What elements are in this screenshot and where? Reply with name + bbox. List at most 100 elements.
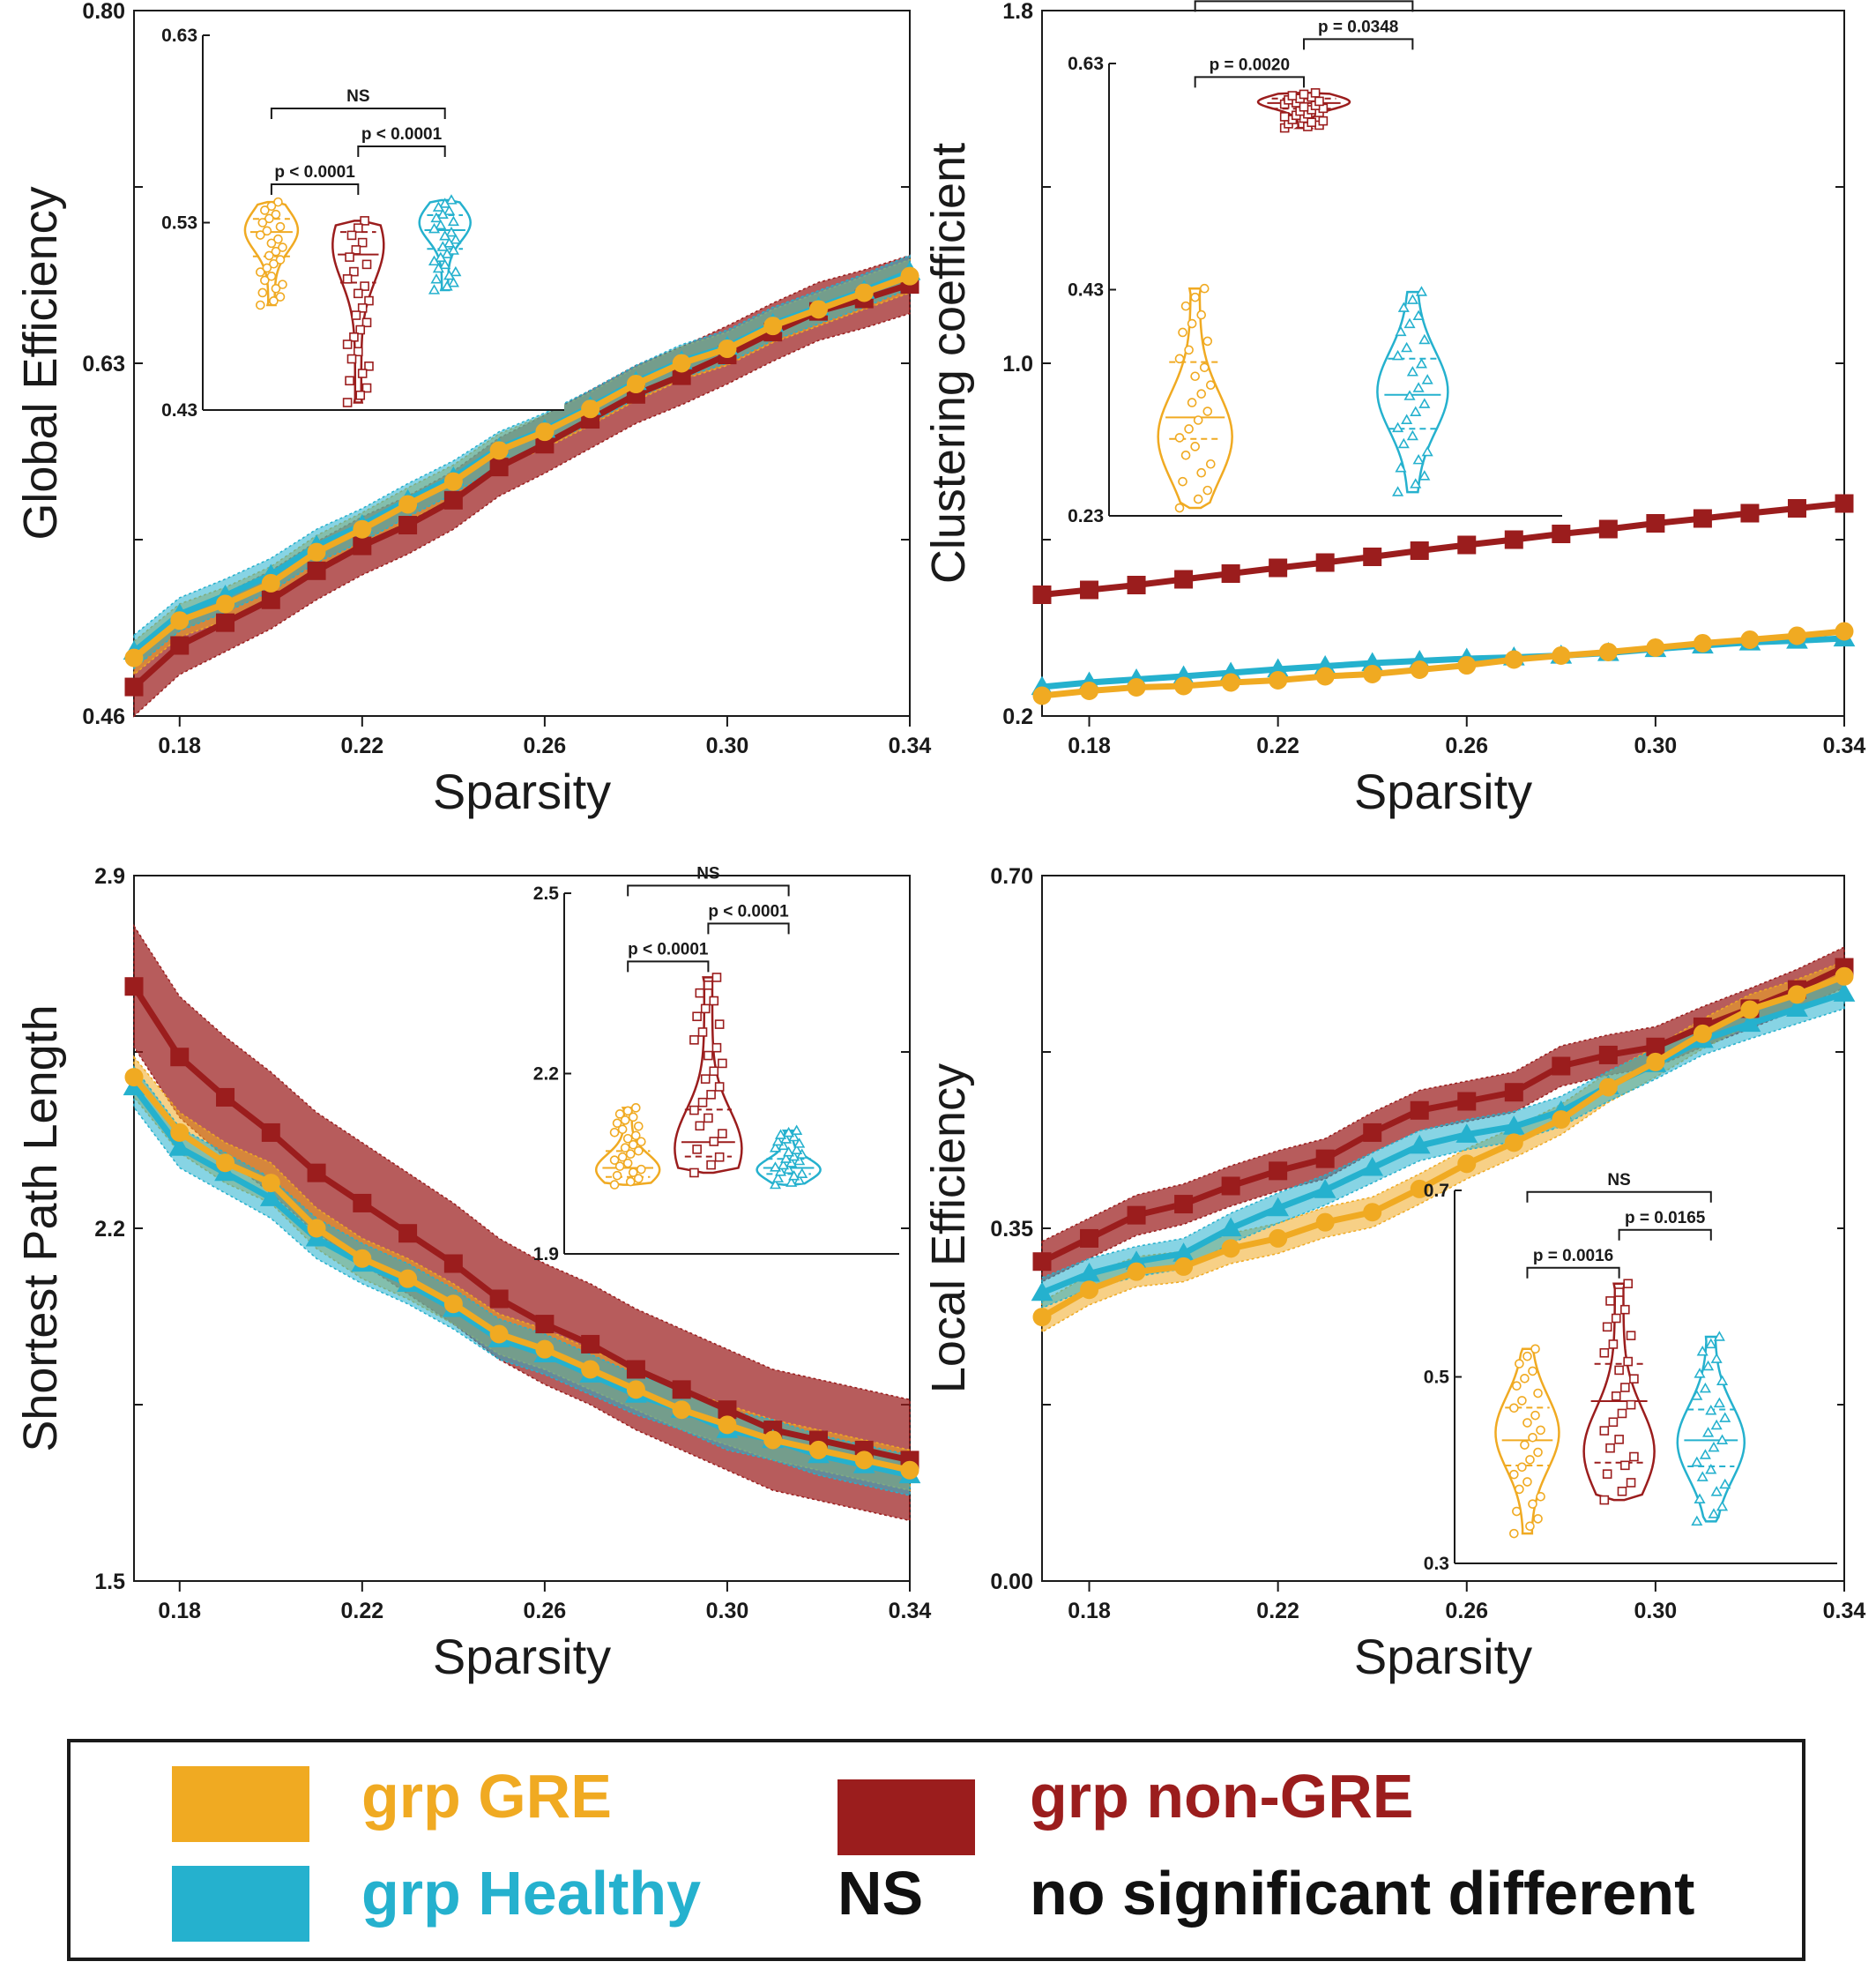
data-point	[307, 1163, 326, 1182]
violin-point	[1623, 1279, 1633, 1289]
data-point	[1361, 1156, 1384, 1176]
violin-point	[361, 383, 372, 393]
violin-point	[692, 1011, 702, 1022]
violin-point	[447, 244, 459, 255]
x-tick-label: 0.22	[340, 734, 383, 758]
data-point	[1504, 650, 1523, 669]
data-point	[718, 339, 737, 359]
data-point	[1032, 1252, 1052, 1272]
data-point	[398, 495, 418, 514]
violin-point	[1314, 96, 1324, 107]
data-point	[581, 1334, 600, 1354]
violin-point	[428, 255, 441, 266]
data-point	[307, 561, 326, 580]
data-point	[1127, 576, 1146, 594]
violin-point	[706, 1090, 716, 1100]
data-point	[1127, 1205, 1146, 1225]
violin-point	[1412, 382, 1425, 392]
violin-point	[262, 226, 272, 236]
violin-point	[443, 205, 456, 215]
violin-point	[700, 1003, 711, 1014]
data-point	[1269, 1228, 1288, 1248]
violin-point	[430, 212, 443, 223]
data-point	[398, 1224, 418, 1243]
bracket-label: p = 0.0020	[1210, 56, 1290, 74]
y-tick-label: 0.2	[1002, 705, 1033, 729]
violin-point	[1509, 1403, 1519, 1413]
bracket-line	[1303, 38, 1414, 50]
violin-point	[1620, 1383, 1630, 1392]
legend-swatch-gre	[172, 1766, 309, 1842]
data-point	[1598, 1078, 1618, 1097]
violin-point	[360, 216, 369, 226]
violin-point	[349, 266, 359, 277]
violin-point	[1512, 1506, 1522, 1517]
violin-point	[1418, 398, 1431, 408]
violin-point	[1528, 1499, 1537, 1509]
inset-y-tick-label: 2.2	[533, 1064, 559, 1085]
violin-point	[1614, 1435, 1624, 1444]
violin-point	[774, 1129, 787, 1139]
violin-point	[1699, 1382, 1711, 1393]
data-point	[124, 648, 144, 668]
inset-y-tick-label: 0.43	[1068, 280, 1104, 301]
violin-point	[1520, 1373, 1530, 1384]
data-point	[259, 1187, 282, 1206]
violin-point	[357, 237, 368, 248]
data-point	[1221, 1239, 1240, 1258]
violin-point	[1310, 88, 1321, 98]
data-point	[261, 573, 280, 593]
data-point	[216, 613, 235, 632]
bracket-line	[707, 922, 790, 935]
bracket-line	[1618, 1228, 1712, 1241]
data-point	[808, 300, 828, 319]
violin-point	[689, 1105, 699, 1115]
violin-point	[1190, 442, 1200, 451]
bracket-line	[357, 145, 446, 157]
data-point	[1080, 1228, 1099, 1248]
data-point	[1786, 997, 1808, 1017]
inset-y-tick-label: 0.23	[1068, 506, 1104, 526]
violin-point	[443, 269, 456, 280]
violin-point	[628, 1167, 638, 1177]
violin-point	[633, 1145, 644, 1156]
x-tick-label: 0.34	[889, 1599, 932, 1623]
data-point	[1740, 1000, 1760, 1019]
violin-point	[1512, 1381, 1522, 1391]
legend-label-healthy: grp Healthy	[361, 1859, 702, 1928]
inset-y-tick-label: 2.5	[533, 884, 560, 904]
violin-point	[345, 252, 354, 262]
violin-point	[630, 1130, 641, 1141]
violin-point	[364, 295, 374, 306]
data-point	[1363, 1203, 1382, 1222]
data-point	[1408, 1134, 1431, 1154]
violin-point	[432, 262, 444, 273]
violin-point	[769, 1142, 782, 1152]
data-point	[1787, 985, 1806, 1004]
violin-point	[769, 1178, 782, 1190]
violin-point	[1713, 1331, 1725, 1341]
data-point	[1410, 1179, 1429, 1198]
violin-point	[1299, 89, 1309, 100]
data-point	[854, 283, 874, 302]
bracket-label: NS	[1607, 1171, 1630, 1190]
violin-point	[1397, 302, 1410, 312]
data-point	[168, 1137, 191, 1156]
violin-point	[1719, 1412, 1731, 1422]
violin-point	[1403, 390, 1416, 400]
violin-point	[1509, 1469, 1519, 1480]
violin-point	[1626, 1399, 1636, 1410]
x-tick-label: 0.26	[524, 1599, 567, 1623]
violin-point	[1202, 336, 1213, 347]
violin-point	[450, 234, 462, 244]
violin-point	[633, 1174, 644, 1183]
violin-point	[351, 310, 361, 320]
violin-point	[709, 1066, 719, 1077]
x-tick-label: 0.26	[1445, 734, 1488, 758]
data-point	[672, 1380, 691, 1399]
data-point	[763, 317, 783, 336]
data-point	[307, 542, 326, 562]
data-point	[1174, 676, 1194, 696]
violin-point	[1193, 494, 1203, 504]
violin-point	[793, 1137, 806, 1148]
